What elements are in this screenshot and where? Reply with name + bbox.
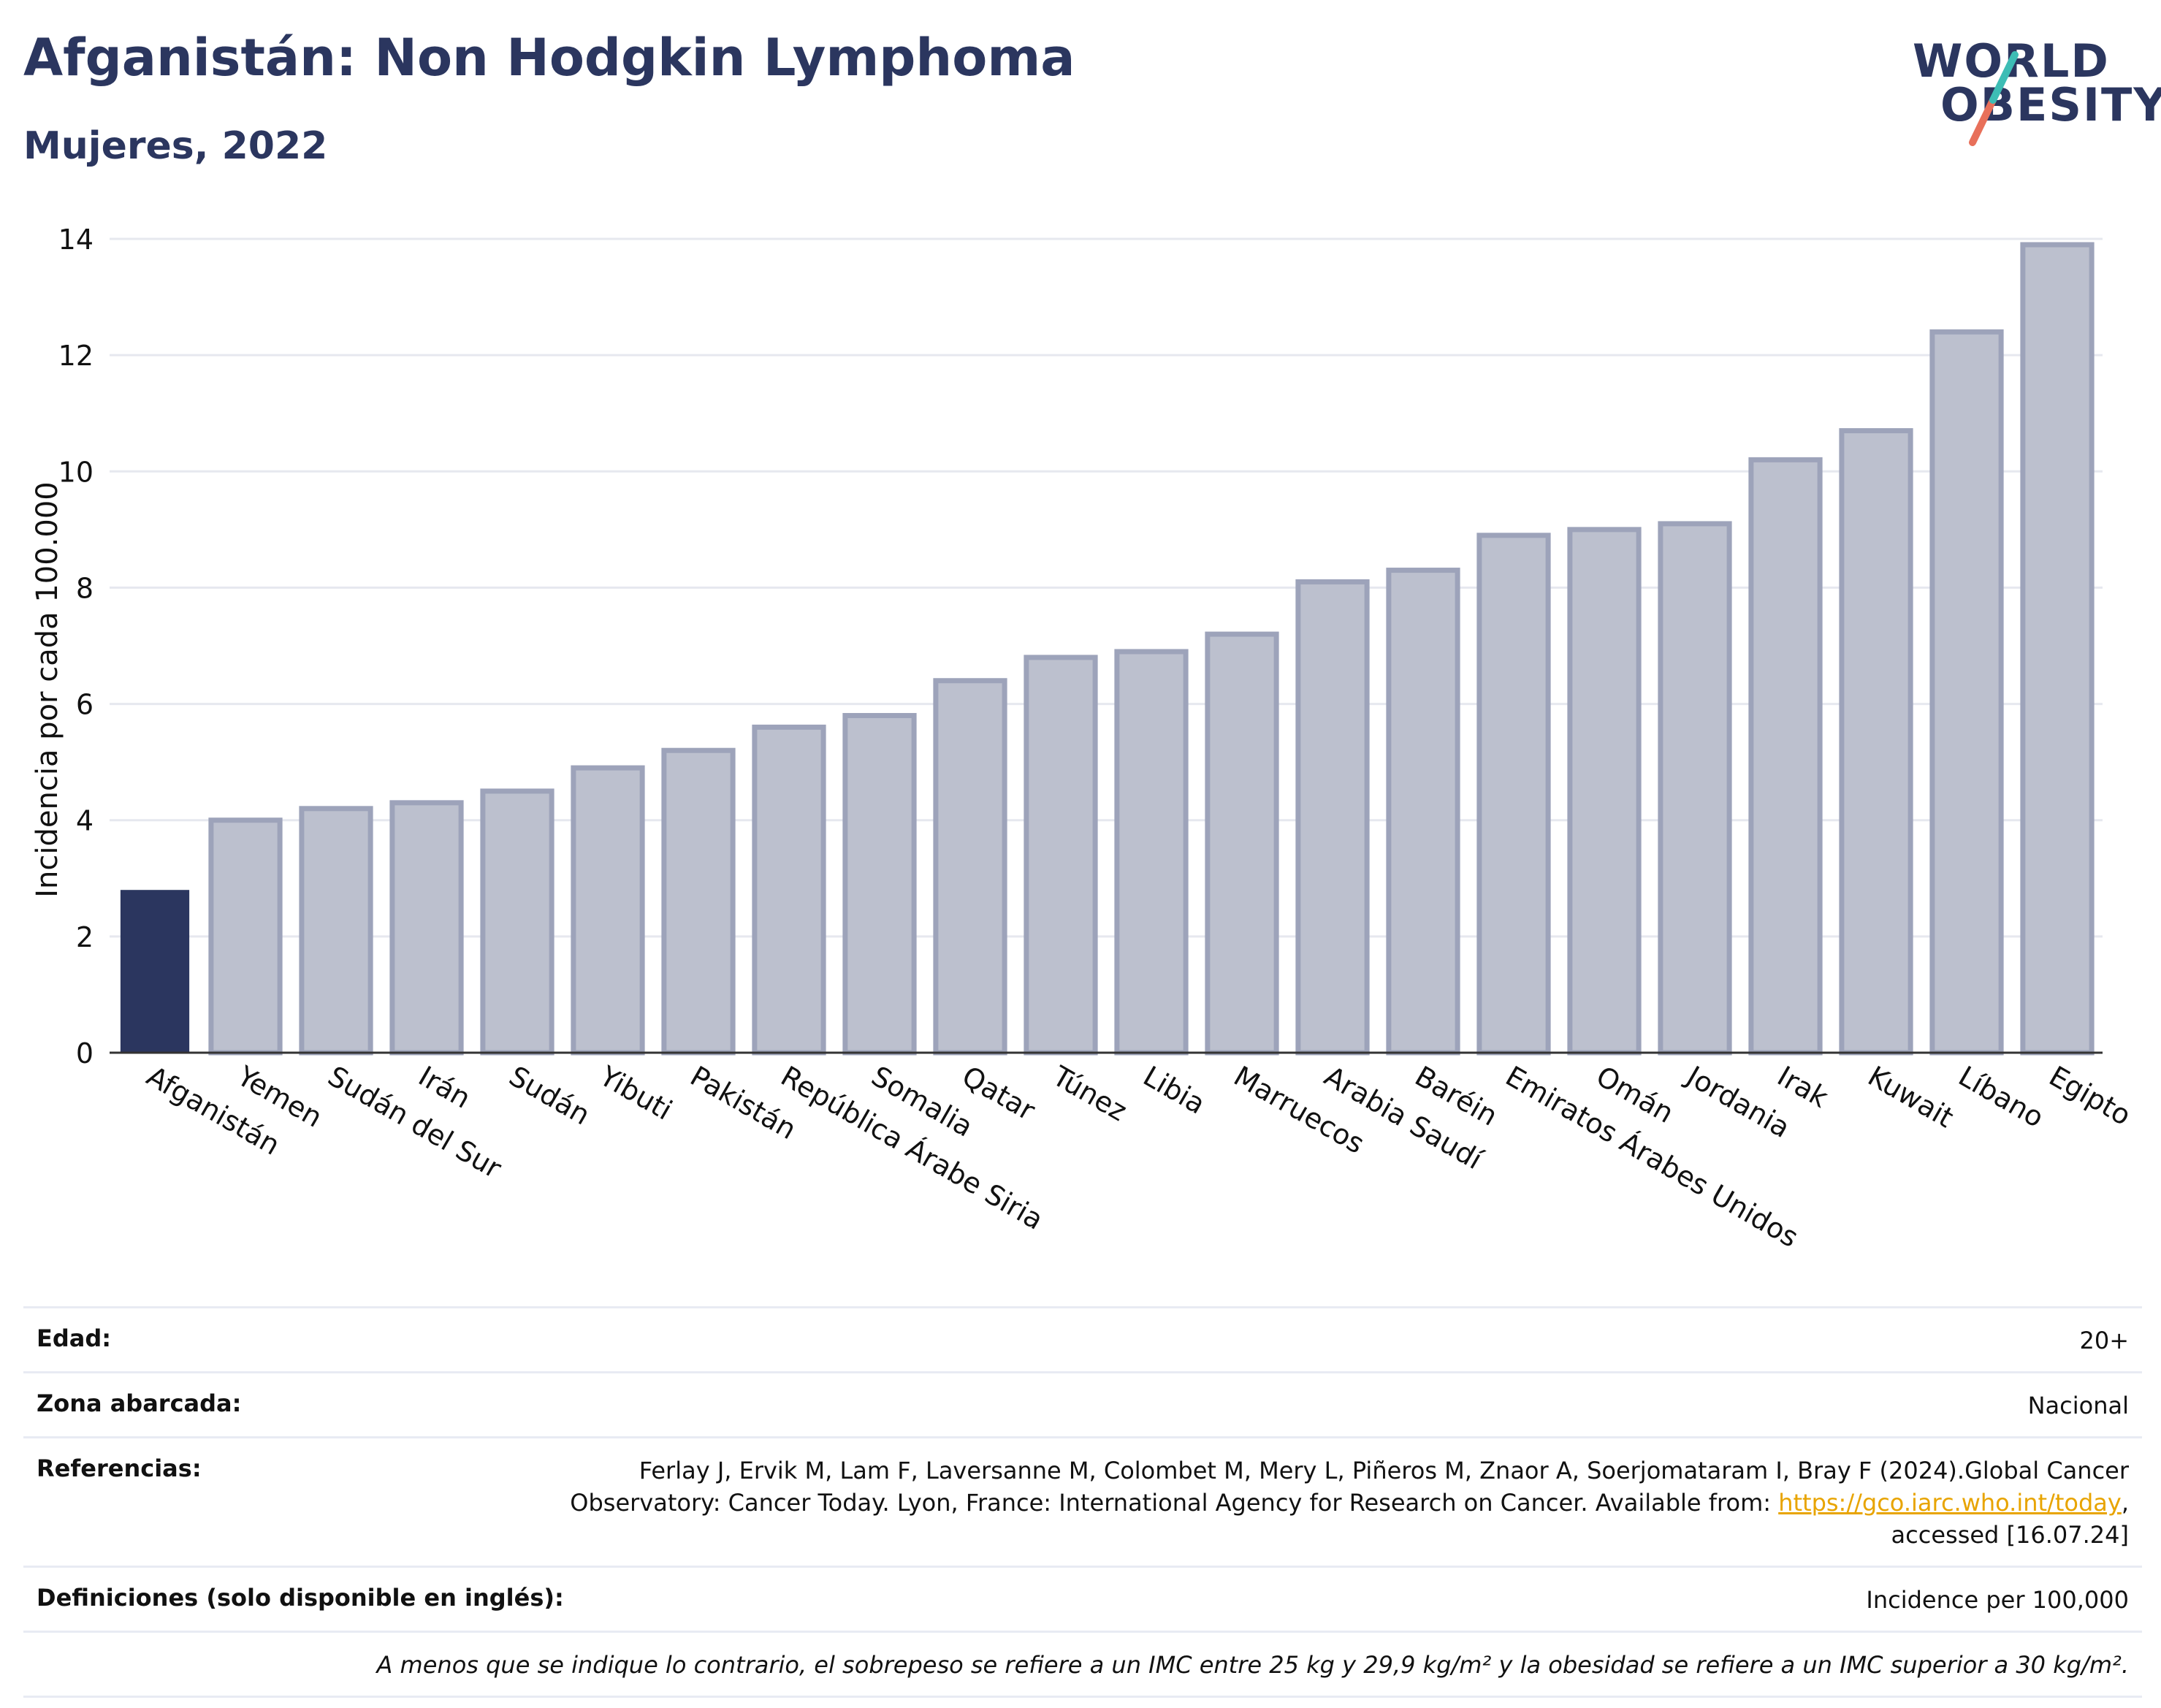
info-row-definiciones: Definiciones (solo disponible en inglés)…	[23, 1566, 2142, 1631]
y-tick-label: 14	[58, 224, 94, 256]
bar-kuwait	[1839, 428, 1913, 1056]
ref-line1: Ferlay J, Ervik M, Lam F, Laversanne M, …	[639, 1457, 2129, 1484]
bar-túnez	[1024, 655, 1098, 1056]
obesity-note: A menos que se indique lo contrario, el …	[376, 1651, 2129, 1679]
bar-líbano	[1929, 329, 2004, 1056]
x-tick-label: Líbano	[1954, 1060, 2050, 1134]
bar-egipto	[2020, 242, 2095, 1056]
x-tick-label: Irak	[1772, 1060, 1834, 1114]
x-tick-label: Túnez	[1047, 1059, 1132, 1127]
info-table: Edad: 20+ Zona abarcada: Nacional Refere…	[23, 1306, 2142, 1698]
bars	[120, 242, 2095, 1056]
bar-irak	[1748, 457, 1823, 1056]
info-row-zona: Zona abarcada: Nacional	[23, 1371, 2142, 1436]
x-tick-label: Sudán del Sur	[323, 1060, 507, 1185]
y-axis-label: Incidencia por cada 100.000	[31, 481, 64, 898]
x-tick-label: Irán	[413, 1060, 476, 1115]
x-tick-label: Egipto	[2044, 1060, 2137, 1132]
info-row-edad: Edad: 20+	[23, 1306, 2142, 1371]
bar-baréin	[1386, 568, 1460, 1056]
x-tick-label: Sudán	[504, 1060, 596, 1132]
ref-line3: accessed [16.07.24]	[1891, 1521, 2129, 1549]
y-tick-label: 10	[58, 456, 94, 488]
bar-qatar	[933, 678, 1007, 1056]
x-tick-label: Jordania	[1680, 1059, 1796, 1144]
bar-marruecos	[1205, 631, 1279, 1056]
x-tick-label: Yibuti	[594, 1059, 678, 1126]
bar-omán	[1567, 527, 1642, 1056]
chart-title: Afganistán: Non Hodgkin Lymphoma	[23, 28, 1075, 88]
y-tick-label: 0	[76, 1037, 94, 1070]
bar-irán	[389, 800, 464, 1056]
info-row-note: A menos que se indique lo contrario, el …	[23, 1631, 2142, 1698]
definiciones-value: Incidence per 100,000	[1866, 1586, 2129, 1614]
bar-pakistán	[661, 747, 736, 1056]
y-tick-label: 6	[76, 689, 94, 721]
ref-line2-end: ,	[2121, 1489, 2129, 1517]
info-row-referencias: Referencias: Ferlay J, Ervik M, Lam F, L…	[23, 1436, 2142, 1566]
bar-sudán-del-sur	[299, 806, 373, 1056]
x-tick-label: Libia	[1138, 1060, 1211, 1121]
bar-yemen	[208, 817, 283, 1056]
bar-arabia-saudí	[1295, 579, 1370, 1056]
bar-sudán	[480, 788, 554, 1056]
x-tick-label: Kuwait	[1863, 1060, 1959, 1135]
bar-yibuti	[571, 765, 645, 1056]
referencias-value: Ferlay J, Ervik M, Lam F, Laversanne M, …	[570, 1455, 2129, 1551]
logo-line2: OBESITY	[1940, 78, 2161, 131]
bar-afganistán	[120, 890, 190, 1053]
y-tick-label: 8	[76, 572, 94, 604]
bar-somalia	[842, 712, 917, 1056]
bar-república-árabe-siria	[752, 724, 826, 1056]
bar-emiratos-árabes-unidos	[1476, 533, 1551, 1056]
referencias-label: Referencias:	[37, 1455, 202, 1482]
bar-jordania	[1658, 521, 1732, 1056]
edad-label: Edad:	[37, 1324, 112, 1352]
zona-value: Nacional	[2027, 1392, 2129, 1419]
logo-slash-icon	[1969, 51, 2019, 146]
y-tick-label: 12	[58, 340, 94, 372]
definiciones-label: Definiciones (solo disponible en inglés)…	[37, 1584, 564, 1612]
y-axis-ticks: 0 2 4 6 8 10 12 14	[58, 224, 94, 1070]
chart-subtitle: Mujeres, 2022	[23, 124, 328, 168]
y-tick-label: 4	[76, 805, 94, 837]
y-tick-label: 2	[76, 921, 94, 953]
world-obesity-logo: WORLD OBESITY	[1899, 33, 2161, 157]
edad-value: 20+	[2079, 1327, 2129, 1354]
bar-libia	[1114, 649, 1189, 1056]
ref-line2: Observatory: Cancer Today. Lyon, France:…	[570, 1489, 1779, 1517]
zona-label: Zona abarcada:	[37, 1389, 242, 1417]
reference-link[interactable]: https://gco.iarc.who.int/today	[1778, 1489, 2122, 1517]
